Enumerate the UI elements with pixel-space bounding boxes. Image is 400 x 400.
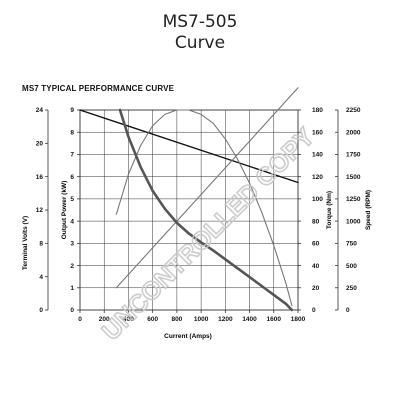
output-power-tick-label: 3	[70, 241, 74, 248]
speed-tick-label: 0	[346, 307, 350, 314]
speed-tick-label: 250	[346, 285, 357, 292]
speed-tick-label: 500	[346, 263, 357, 270]
speed-tick-label: 1250	[346, 196, 361, 203]
x-axis-label: Current (Amps)	[164, 333, 212, 340]
speed-tick-label: 1000	[346, 218, 361, 225]
torque-tick-label: 80	[312, 218, 320, 225]
output-power-tick-label: 8	[70, 129, 74, 136]
terminal-volts-tick-label: 4	[39, 274, 43, 281]
output-power-tick-label: 0	[70, 307, 74, 314]
x-tick-label: 400	[123, 316, 134, 323]
output-power-curve	[115, 109, 293, 307]
torque-tick-label: 180	[312, 107, 323, 114]
speed-tick-label: 2250	[346, 107, 361, 114]
terminal-volts-tick-label: 12	[36, 207, 44, 214]
x-tick-label: 0	[78, 316, 82, 323]
x-tick-label: 1800	[291, 316, 306, 323]
page-title: MS7-505	[162, 12, 238, 32]
terminal-volts-tick-label: 16	[36, 174, 44, 181]
output-power-tick-label: 5	[70, 196, 74, 203]
uncontrolled-copy-watermark: UNCONTROLLED COPY	[97, 123, 320, 346]
torque-tick-label: 20	[312, 285, 320, 292]
torque-tick-label: 160	[312, 129, 323, 136]
x-tick-label: 1000	[194, 316, 209, 323]
torque-axis-label: Torque (Nm)	[326, 191, 333, 229]
terminal-volts-tick-label: 24	[36, 107, 44, 114]
plot-area	[79, 109, 299, 311]
page-subtitle: Curve	[174, 33, 226, 53]
terminal-volts-tick-label: 0	[39, 307, 43, 314]
terminal-volts-line	[79, 109, 299, 184]
x-tick-label: 200	[99, 316, 110, 323]
output-power-axis-label: Output Power (kW)	[61, 181, 68, 240]
terminal-volts-axis-label: Terminal Volts (V)	[22, 216, 29, 270]
torque-tick-label: 60	[312, 241, 320, 248]
x-tick-label: 1200	[218, 316, 233, 323]
speed-tick-label: 750	[346, 241, 357, 248]
output-power-tick-label: 9	[70, 107, 74, 114]
speed-curve	[118, 108, 294, 312]
chart-title: MS7 TYPICAL PERFORMANCE CURVE	[22, 84, 175, 93]
torque-tick-label: 0	[312, 307, 316, 314]
x-tick-label: 1600	[267, 316, 282, 323]
output-power-tick-label: 7	[70, 152, 74, 159]
speed-tick-label: 2000	[346, 129, 361, 136]
terminal-volts-tick-label: 20	[36, 141, 44, 148]
speed-tick-label: 1750	[346, 152, 361, 159]
output-power-tick-label: 2	[70, 263, 74, 270]
terminal-volts-tick-label: 8	[39, 241, 43, 248]
torque-tick-label: 140	[312, 152, 323, 159]
torque-tick-label: 120	[312, 174, 323, 181]
x-tick-label: 800	[171, 316, 182, 323]
torque-line	[115, 87, 299, 289]
x-tick-label: 1400	[242, 316, 257, 323]
torque-tick-label: 100	[312, 196, 323, 203]
speed-tick-label: 1500	[346, 174, 361, 181]
torque-tick-label: 40	[312, 263, 320, 270]
output-power-tick-label: 4	[70, 218, 74, 225]
output-power-tick-label: 6	[70, 174, 74, 181]
x-tick-label: 600	[147, 316, 158, 323]
output-power-tick-label: 1	[70, 285, 74, 292]
speed-axis-label: Speed (RPM)	[365, 190, 372, 230]
